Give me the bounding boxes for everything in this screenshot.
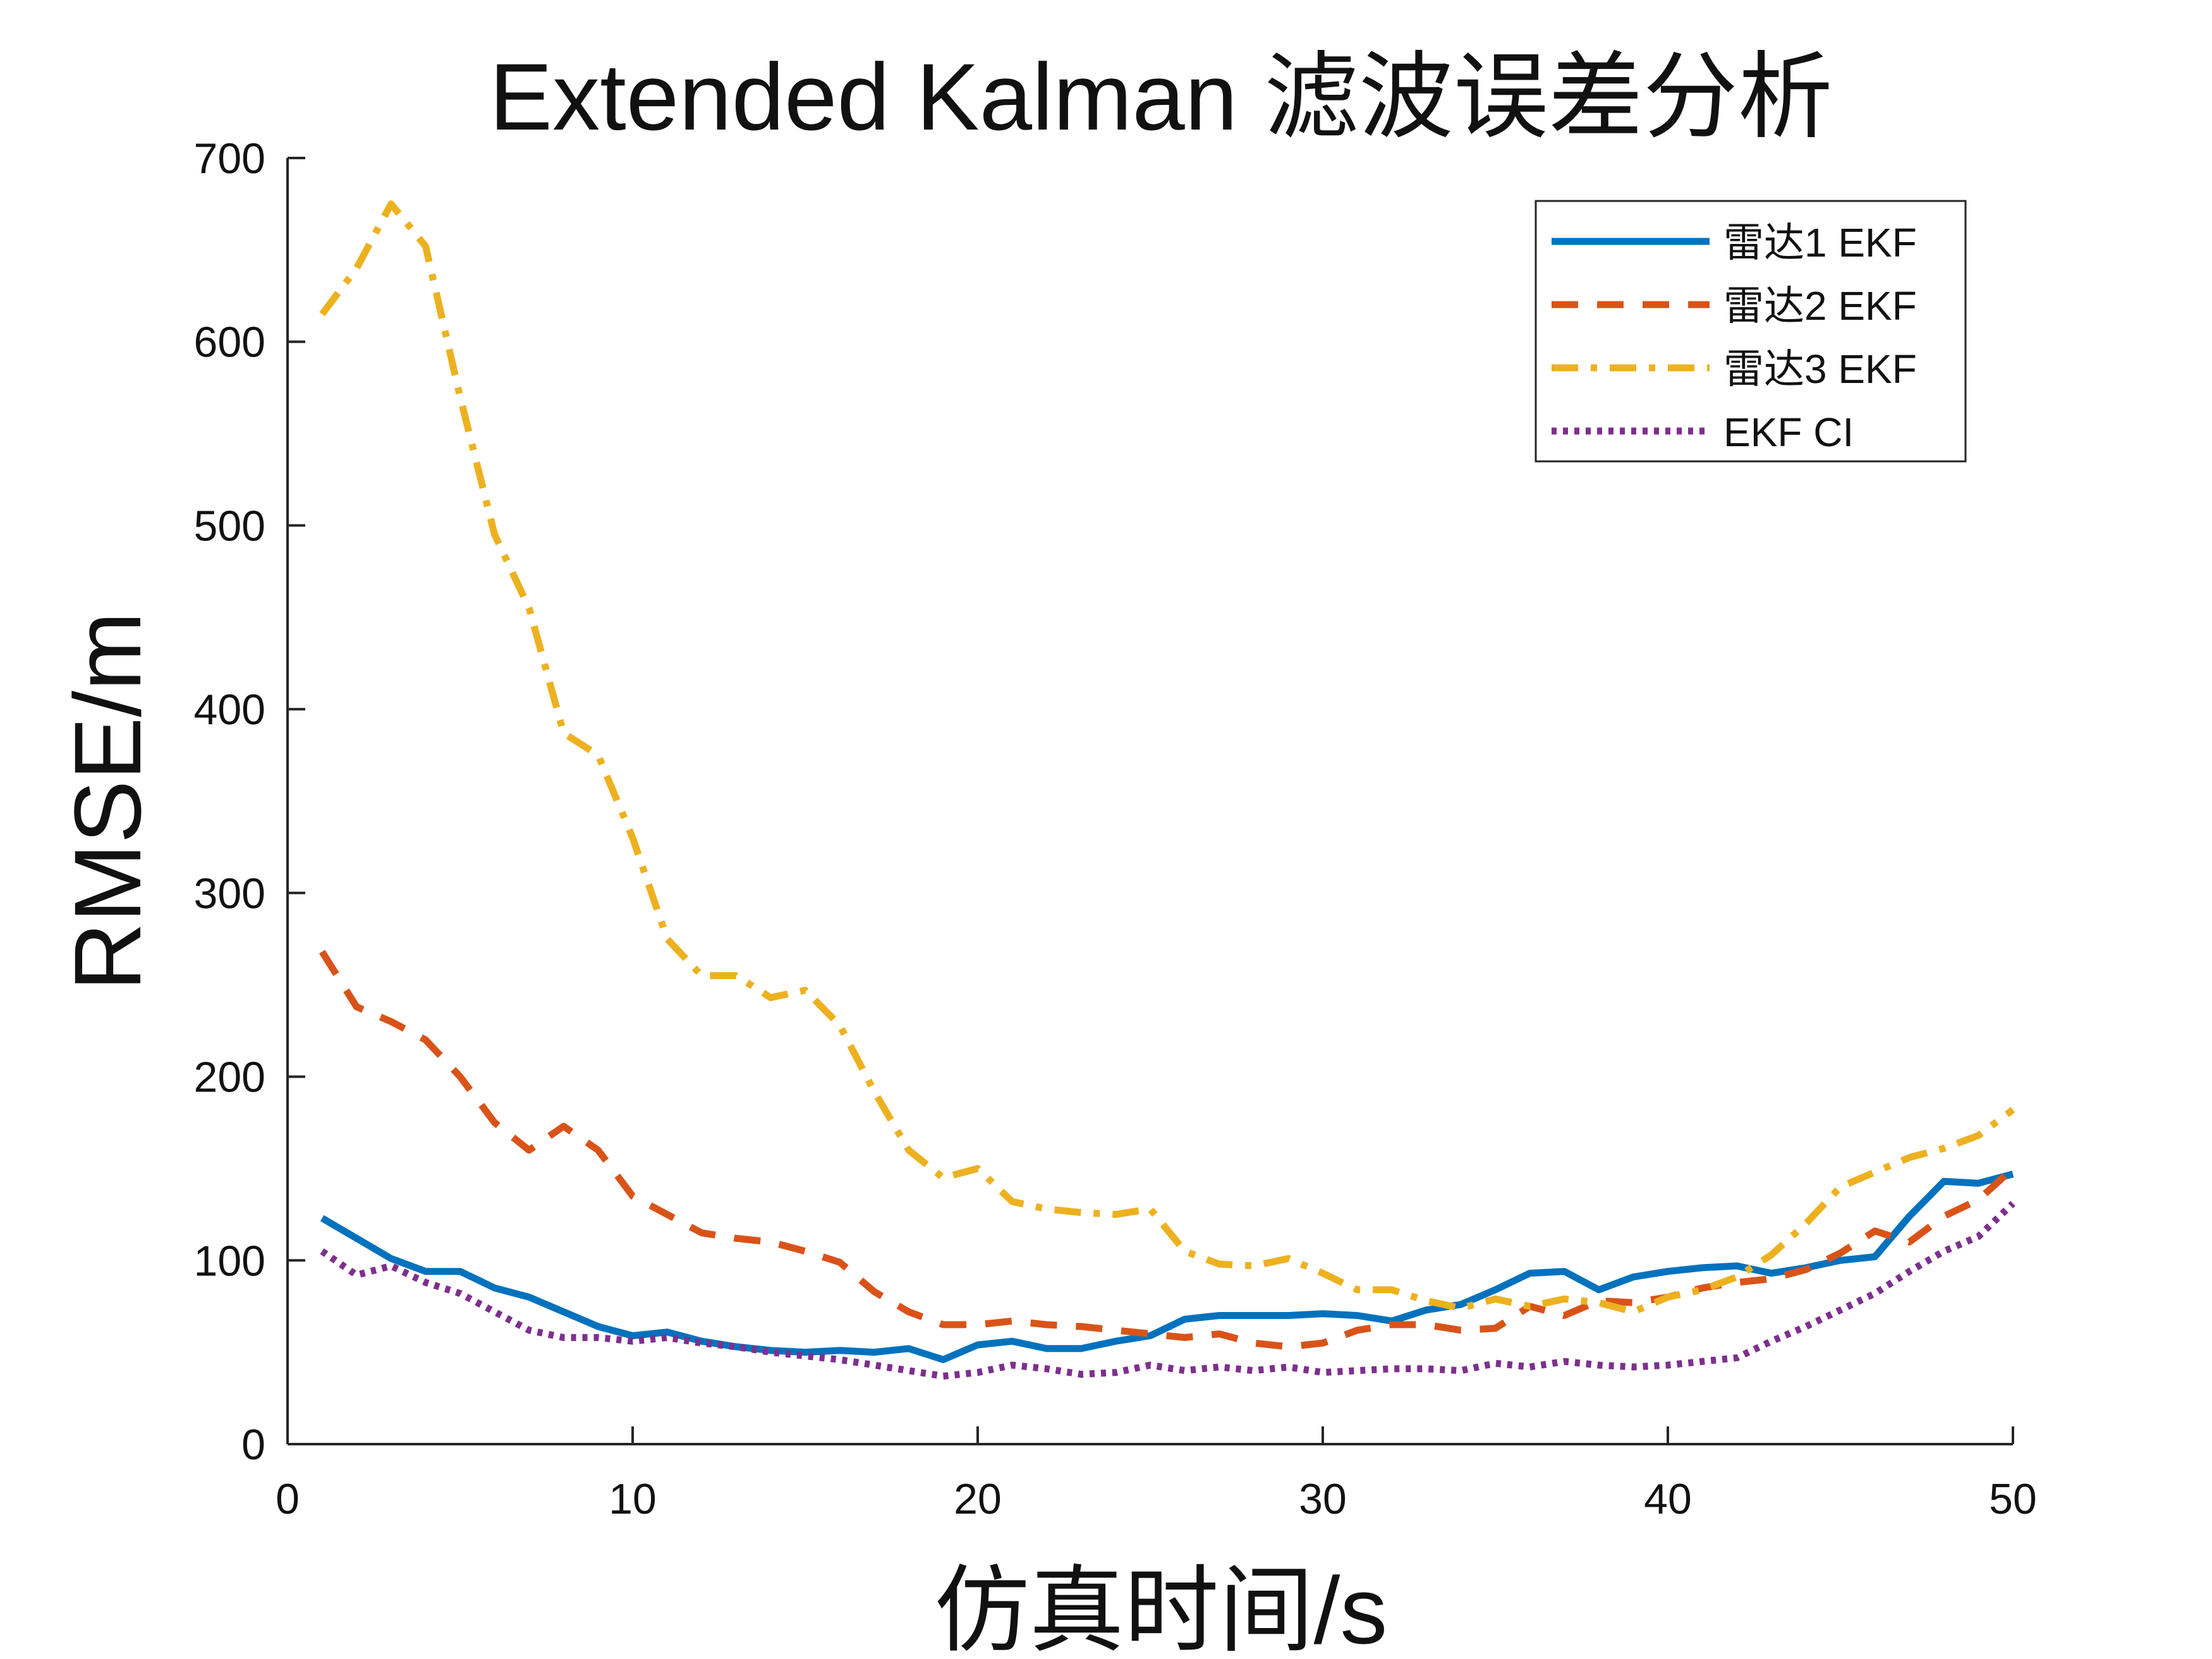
chart-title: Extended Kalman 滤波误差分析 (489, 44, 1833, 150)
legend-label-1: 雷达1 EKF (1723, 220, 1917, 265)
y-axis-title: RMSE/m (54, 612, 161, 991)
y-tick-label: 200 (194, 1054, 265, 1102)
legend-label-3: 雷达3 EKF (1723, 346, 1917, 392)
series-line-2 (319, 949, 2015, 1351)
y-tick-label: 300 (194, 870, 265, 918)
legend-label-2: 雷达2 EKF (1723, 283, 1917, 329)
series-line-3 (319, 200, 2015, 1316)
y-axis-ticks: 0 100 200 300 400 500 600 700 (194, 135, 305, 1469)
y-tick-label: 700 (194, 135, 265, 183)
series-line-1 (320, 1170, 2014, 1363)
y-tick-label: 600 (194, 319, 265, 367)
x-tick-label: 20 (954, 1475, 1002, 1523)
x-axis-title: 仿真时间/s (935, 1557, 1388, 1659)
x-tick-label: 30 (1299, 1475, 1347, 1523)
series-group (319, 200, 2015, 1380)
x-tick-label: 10 (609, 1475, 657, 1523)
x-axis-ticks: 0 10 20 30 40 50 (276, 1426, 2037, 1523)
x-tick-label: 40 (1644, 1475, 1692, 1523)
plot-area: 0 10 20 30 40 50 0 100 200 300 400 500 600 700 (194, 135, 2037, 1523)
y-tick-label: 100 (194, 1237, 265, 1285)
y-tick-label: 400 (194, 686, 265, 734)
legend-items: 雷达1 EKF 雷达2 EKF 雷达3 EKF EKF CI (1552, 220, 1917, 455)
y-tick-label: 500 (194, 502, 265, 550)
legend: 雷达1 EKF 雷达2 EKF 雷达3 EKF EKF CI (1534, 200, 1967, 463)
y-tick-label: 0 (241, 1421, 265, 1469)
x-tick-label: 50 (1989, 1475, 2037, 1523)
legend-label-4: EKF CI (1723, 410, 1854, 455)
x-tick-label: 0 (276, 1475, 300, 1523)
